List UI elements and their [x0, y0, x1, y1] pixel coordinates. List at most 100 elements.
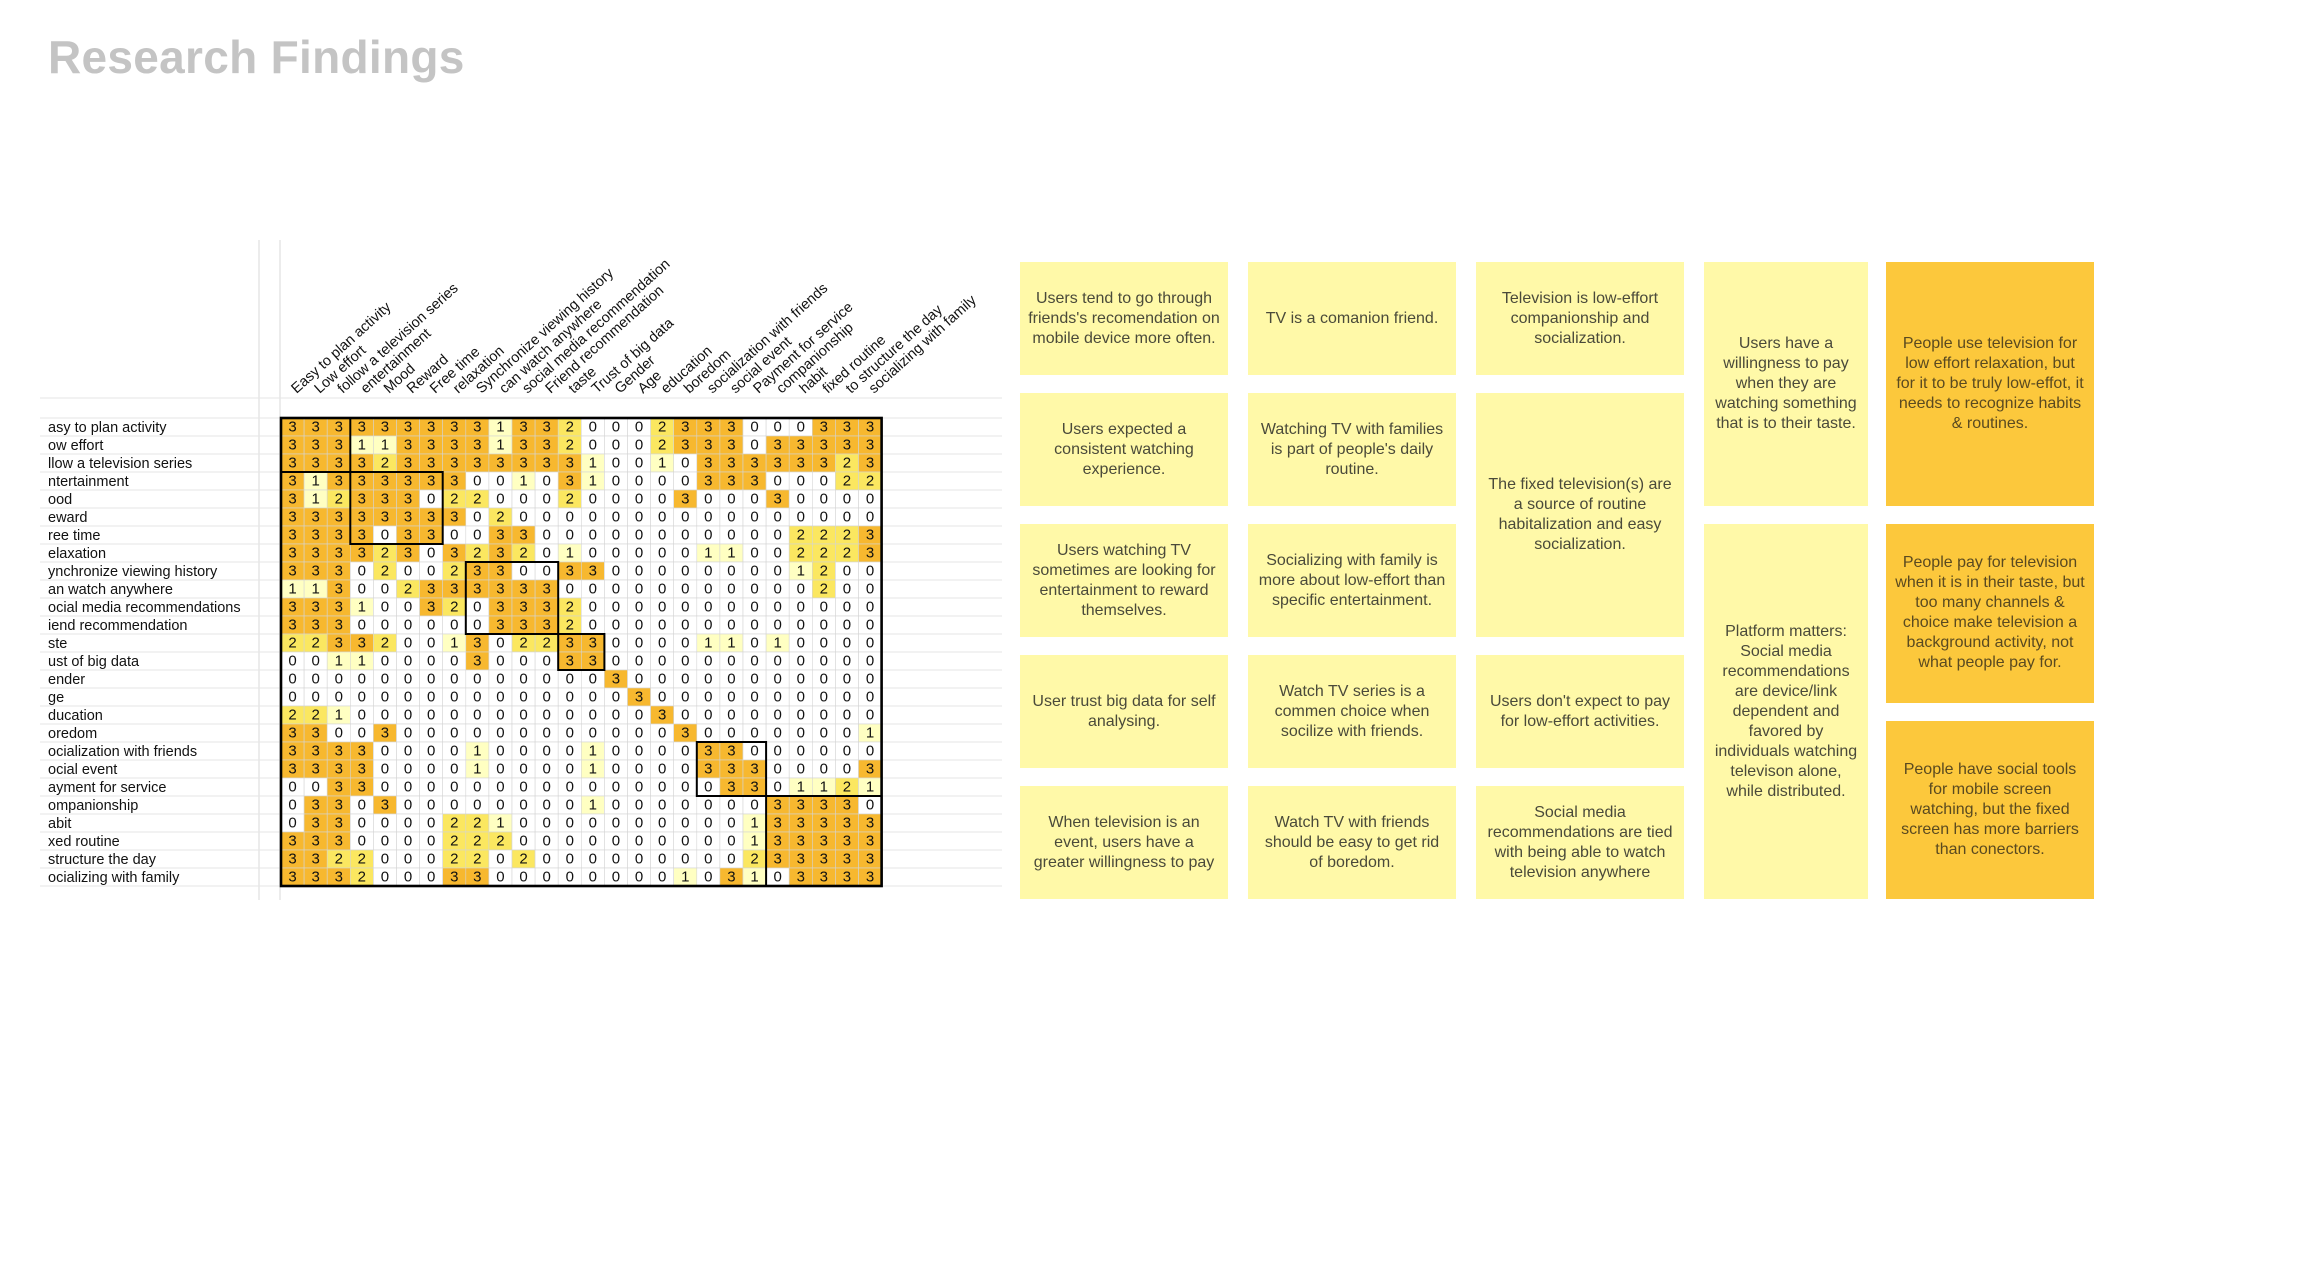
matrix-cell-value: 0 [496, 491, 504, 508]
matrix-cell-value: 3 [704, 437, 712, 454]
matrix-cell-value: 0 [681, 599, 689, 616]
matrix-cell-value: 0 [750, 419, 758, 436]
matrix-cell-value: 3 [335, 869, 343, 886]
matrix-cell-value: 0 [612, 743, 620, 760]
matrix-cell-value: 3 [797, 851, 805, 868]
matrix-cell-value: 0 [450, 653, 458, 670]
matrix-cell-value: 3 [843, 419, 851, 436]
matrix-cell-value: 0 [427, 815, 435, 832]
matrix-cell-value: 0 [704, 833, 712, 850]
matrix-cell-value: 3 [358, 545, 366, 562]
matrix-row-label: ocial event [48, 762, 117, 778]
matrix-cell-value: 3 [496, 617, 504, 634]
matrix-cell-value: 2 [843, 545, 851, 562]
card-text: People pay for television when it is in … [1895, 554, 2085, 672]
matrix-cell-value: 0 [635, 779, 643, 796]
matrix-cell-value: 3 [519, 599, 527, 616]
matrix-row-label: ntertainment [48, 474, 129, 490]
matrix-cell-value: 3 [381, 473, 389, 490]
card-text: The fixed television(s) are a source of … [1488, 476, 1672, 553]
matrix-cell-value: 3 [612, 671, 620, 688]
card-friends-recommendation: Users tend to go through friends's recom… [1020, 262, 1228, 375]
matrix-cell-value: 3 [335, 599, 343, 616]
matrix-cell-value: 0 [843, 563, 851, 580]
matrix-cell-value: 0 [589, 491, 597, 508]
matrix-cell-value: 3 [427, 455, 435, 472]
card-text: People use television for low effort rel… [1896, 335, 2084, 432]
matrix-cell-value: 0 [727, 563, 735, 580]
matrix-cell-value: 0 [704, 869, 712, 886]
matrix-cell-value: 0 [704, 527, 712, 544]
matrix-cell-value: 0 [681, 617, 689, 634]
card-tv-series-choice: Watch TV series is a commen choice when … [1248, 655, 1456, 768]
matrix-row-label: ender [48, 672, 85, 688]
matrix-cell-value: 0 [704, 797, 712, 814]
matrix-cell-value: 2 [404, 581, 412, 598]
matrix-cell-value: 0 [496, 779, 504, 796]
matrix-row-label: structure the day [48, 852, 157, 868]
card-text: Users tend to go through friends's recom… [1028, 289, 1220, 347]
matrix-cell-value: 3 [427, 419, 435, 436]
matrix-cell-value: 1 [589, 797, 597, 814]
matrix-cell-value: 3 [288, 761, 296, 778]
matrix-cell-value: 0 [727, 671, 735, 688]
matrix-cell-value: 1 [496, 437, 504, 454]
matrix-cell-value: 0 [519, 653, 527, 670]
card-daily-routine: Watching TV with families is part of peo… [1248, 393, 1456, 506]
matrix-cell-value: 0 [866, 635, 874, 652]
matrix-cell-value: 1 [773, 635, 781, 652]
matrix-cell-value: 1 [727, 635, 735, 652]
matrix-cell-value: 3 [335, 527, 343, 544]
matrix-cell-value: 0 [427, 797, 435, 814]
matrix-cell-value: 0 [773, 545, 781, 562]
matrix-row-label: eward [48, 510, 88, 526]
matrix-cell-value: 2 [381, 635, 389, 652]
matrix-cell-value: 0 [519, 491, 527, 508]
matrix-cell-value: 0 [450, 617, 458, 634]
matrix-cell-value: 3 [427, 527, 435, 544]
matrix-cell-value: 0 [404, 815, 412, 832]
matrix-cell-value: 0 [358, 563, 366, 580]
matrix-cell-value: 3 [358, 779, 366, 796]
matrix-cell-value: 3 [311, 419, 319, 436]
matrix-cell-value: 3 [820, 419, 828, 436]
matrix-cell-value: 0 [612, 437, 620, 454]
card-text: Watching TV with families is part of peo… [1260, 420, 1444, 478]
matrix-cell-value: 1 [704, 545, 712, 562]
matrix-cell-value: 1 [496, 419, 504, 436]
matrix-cell-value: 3 [820, 851, 828, 868]
matrix-cell-value: 0 [704, 671, 712, 688]
matrix-cell-value: 0 [866, 797, 874, 814]
matrix-cell-value: 0 [866, 581, 874, 598]
matrix-cell-value: 0 [542, 563, 550, 580]
matrix-cell-value: 2 [381, 455, 389, 472]
matrix-cell-value: 0 [288, 779, 296, 796]
matrix-cell-value: 0 [635, 851, 643, 868]
matrix-cell-value: 0 [519, 833, 527, 850]
matrix-cell-value: 0 [612, 581, 620, 598]
matrix-cell-value: 3 [335, 473, 343, 490]
matrix-cell-value: 1 [450, 635, 458, 652]
matrix-cell-value: 0 [750, 743, 758, 760]
card-willingness-taste: Users have a willingness to pay when the… [1704, 262, 1868, 506]
matrix-cell-value: 0 [658, 491, 666, 508]
matrix-cell-value: 1 [473, 761, 481, 778]
matrix-cell-value: 1 [566, 545, 574, 562]
matrix-cell-value: 0 [635, 491, 643, 508]
matrix-cell-value: 0 [843, 491, 851, 508]
matrix-cell-value: 0 [797, 599, 805, 616]
matrix-cell-value: 2 [358, 869, 366, 886]
matrix-cell-value: 0 [704, 815, 712, 832]
matrix-cell-value: 3 [843, 869, 851, 886]
matrix-cell-value: 0 [542, 671, 550, 688]
matrix-cell-value: 0 [427, 671, 435, 688]
matrix-cell-value: 0 [635, 833, 643, 850]
matrix-cell-value: 1 [866, 725, 874, 742]
matrix-cell-value: 0 [843, 581, 851, 598]
matrix-cell-value: 3 [358, 743, 366, 760]
matrix-cell-value: 3 [358, 419, 366, 436]
matrix-cell-value: 0 [589, 581, 597, 598]
matrix-cell-value: 0 [311, 653, 319, 670]
matrix-cell-value: 2 [820, 527, 828, 544]
matrix-cell-value: 3 [311, 869, 319, 886]
